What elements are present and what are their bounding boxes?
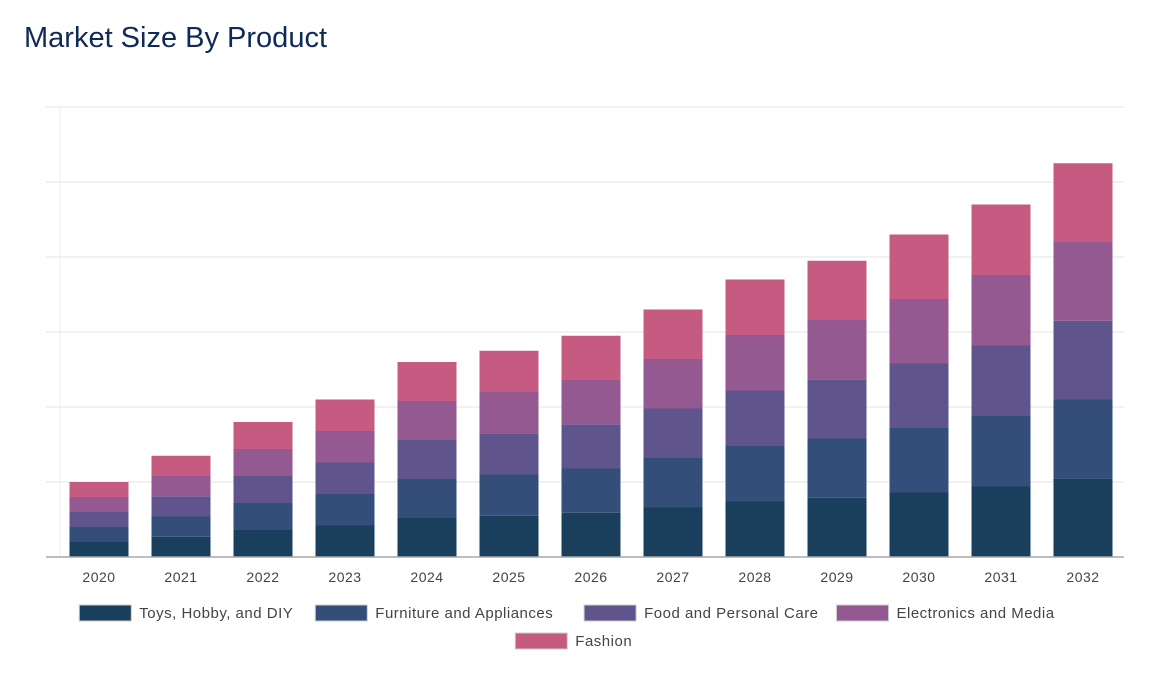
bar-segment (69, 497, 129, 512)
bar-segment (889, 492, 949, 557)
bar-segment (807, 260, 867, 320)
bar-segment (151, 455, 211, 476)
bar-segment (397, 479, 457, 518)
bar-segment (315, 431, 375, 463)
bar-segment (561, 512, 621, 557)
legend-label: Food and Personal Care (644, 605, 818, 622)
bar-segment (725, 279, 785, 335)
x-tick-label: 2022 (246, 569, 279, 585)
bar-segment (315, 494, 375, 526)
bar-segment (397, 362, 457, 401)
x-tick-label: 2032 (1066, 569, 1099, 585)
x-tick-label: 2020 (82, 569, 115, 585)
bar-segment (69, 482, 129, 497)
bar-segment (397, 518, 457, 557)
bar-segment (725, 390, 785, 446)
x-tick-label: 2027 (656, 569, 689, 585)
bar-segment (233, 476, 293, 503)
x-tick-label: 2023 (328, 569, 361, 585)
x-tick-label: 2026 (574, 569, 607, 585)
bar-segment (807, 438, 867, 498)
bar-segment (151, 496, 211, 517)
x-tick-label: 2031 (984, 569, 1017, 585)
legend-swatch (836, 604, 889, 622)
bar-segment (889, 299, 949, 364)
bar-segment (315, 525, 375, 557)
bar-segment (807, 497, 867, 557)
bar-segment (233, 449, 293, 476)
bar-segment (479, 515, 539, 557)
chart-title: Market Size By Product (24, 22, 327, 54)
bar-segment (233, 503, 293, 530)
bar-segment (561, 424, 621, 469)
bar-segment (1053, 320, 1113, 400)
bar-segment (1053, 163, 1113, 242)
bar-segment (151, 536, 211, 557)
bar-segment (397, 440, 457, 479)
legend-label: Fashion (575, 633, 632, 650)
legend-label: Furniture and Appliances (375, 605, 553, 622)
bar-segment (233, 530, 293, 557)
legend-label: Electronics and Media (897, 605, 1055, 622)
x-tick-label: 2029 (820, 569, 853, 585)
bar-segment (479, 433, 539, 475)
bar-segment (1053, 399, 1113, 479)
bar-segment (889, 428, 949, 493)
legend-swatch (583, 604, 637, 622)
bar-segment (561, 335, 621, 380)
x-tick-label: 2024 (410, 569, 443, 585)
x-tick-label: 2028 (738, 569, 771, 585)
legend-swatch (314, 604, 368, 622)
bar-segment (807, 320, 867, 380)
legend-label: Toys, Hobby, and DIY (139, 605, 293, 622)
bar-segment (69, 542, 129, 557)
bar-segment (807, 379, 867, 439)
bar-segment (971, 275, 1031, 346)
bar-segment (889, 234, 949, 299)
bar-segment (151, 516, 211, 537)
bar-segment (69, 527, 129, 542)
bar-segment (971, 345, 1031, 416)
bar-segment (725, 446, 785, 502)
bar-segment (69, 512, 129, 527)
bar-segment (233, 422, 293, 449)
bar-segment (725, 335, 785, 391)
bar-segment (643, 309, 703, 359)
bar-segment (643, 507, 703, 557)
bar-segment (643, 408, 703, 458)
legend-swatch (78, 604, 132, 622)
bar-segment (479, 474, 539, 516)
bar-segment (971, 204, 1031, 275)
bar-segment (561, 468, 621, 513)
bar-segment (643, 458, 703, 508)
bar-segment (1053, 242, 1113, 321)
legend-swatch (514, 632, 568, 650)
bar-segment (725, 501, 785, 557)
bar-segment (889, 363, 949, 428)
bar-segment (315, 462, 375, 494)
bar-segment (643, 359, 703, 409)
bar-segment (561, 380, 621, 425)
bar-segment (479, 350, 539, 392)
bar-segment (1053, 478, 1113, 557)
x-tick-label: 2030 (902, 569, 935, 585)
x-tick-label: 2021 (164, 569, 197, 585)
x-tick-label: 2025 (492, 569, 525, 585)
bar-segment (971, 486, 1031, 557)
bar-segment (151, 476, 211, 497)
bar-segment (397, 401, 457, 440)
bar-segment (971, 416, 1031, 487)
bar-segment (315, 399, 375, 431)
bar-segment (479, 392, 539, 434)
